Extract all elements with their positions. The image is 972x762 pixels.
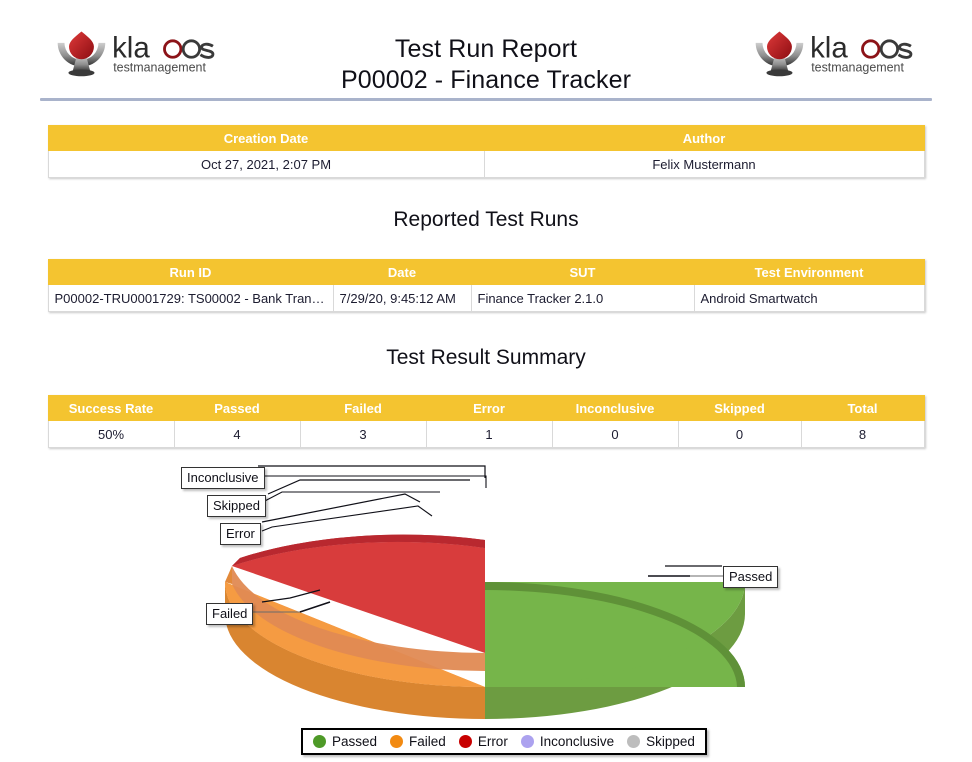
legend-item-inconclusive: Inconclusive — [520, 734, 615, 749]
creation-info-block: Creation Date Author Oct 27, 2021, 2:07 … — [0, 125, 972, 178]
column-header-total: Total — [800, 395, 925, 421]
cell-run-id: P00002-TRU0001729: TS00002 - Bank Transf… — [47, 284, 334, 312]
cell-failed: 3 — [299, 420, 427, 448]
reported-test-runs-table: Run ID Date SUT Test Environment P00002-… — [47, 259, 925, 312]
column-header-test-environment: Test Environment — [693, 259, 925, 285]
pie-chart-svg — [225, 465, 745, 719]
column-header-passed: Passed — [173, 395, 301, 421]
creation-info-table: Creation Date Author Oct 27, 2021, 2:07 … — [47, 125, 925, 178]
table-header-row: Creation Date Author — [47, 125, 925, 151]
table-header-row: Run ID Date SUT Test Environment — [47, 259, 925, 285]
section-title-test-result-summary: Test Result Summary — [386, 346, 586, 369]
header-divider — [40, 98, 932, 101]
callout-inconclusive-label: Inconclusive — [187, 470, 259, 485]
callout-failed-label: Failed — [212, 606, 248, 621]
callout-inconclusive: Inconclusive — [181, 467, 265, 489]
page-title: Test Run Report P00002 - Finance Tracker — [40, 14, 932, 96]
table-row: 50% 4 3 1 0 0 8 — [47, 420, 925, 448]
callout-skipped: Skipped — [207, 495, 266, 517]
column-header-author: Author — [483, 125, 925, 151]
svg-text:kla: kla — [810, 32, 848, 65]
legend-item-passed: Passed — [313, 734, 377, 749]
legend-label-error: Error — [477, 734, 508, 749]
legend-label-failed: Failed — [409, 734, 446, 749]
pie-slice-error-top — [232, 541, 485, 653]
table-header-row: Success Rate Passed Failed Error Inconcl… — [47, 395, 925, 421]
cell-sut: Finance Tracker 2.1.0 — [470, 284, 695, 312]
test-result-summary-block: Success Rate Passed Failed Error Inconcl… — [0, 395, 972, 448]
report-title-line1: Test Run Report — [394, 35, 578, 63]
legend-swatch-passed-icon — [313, 735, 326, 748]
legend-swatch-error-icon — [458, 735, 472, 748]
legend-label-inconclusive: Inconclusive — [539, 734, 615, 749]
cell-error: 1 — [425, 420, 553, 448]
cell-creation-date: Oct 27, 2021, 2:07 PM — [47, 150, 485, 178]
column-header-date: Date — [332, 259, 472, 285]
legend-swatch-skipped-icon — [627, 735, 641, 748]
test-result-pie-chart — [0, 454, 972, 754]
legend-item-error: Error — [458, 734, 508, 749]
svg-text:testmanagement: testmanagement — [113, 61, 206, 75]
callout-skipped-label: Skipped — [213, 498, 260, 513]
chart-legend: Passed Failed Error Inconclusive Skipped — [301, 728, 707, 755]
legend-label-passed: Passed — [332, 734, 378, 749]
cell-total: 8 — [800, 420, 925, 448]
callout-passed-label: Passed — [729, 569, 773, 584]
pie-slice-error-edge — [225, 566, 232, 584]
column-header-sut: SUT — [470, 259, 695, 285]
column-header-success-rate: Success Rate — [47, 395, 175, 421]
column-header-failed: Failed — [299, 395, 427, 421]
cell-test-environment: Android Smartwatch — [693, 284, 925, 312]
klaros-testmanagement-logo-left: kla testmanagement — [52, 28, 222, 82]
column-header-creation-date: Creation Date — [47, 125, 485, 151]
legend-item-skipped: Skipped — [627, 734, 695, 749]
cell-date: 7/29/20, 9:45:12 AM — [332, 284, 472, 312]
legend-swatch-failed-icon — [390, 735, 404, 748]
table-row: Oct 27, 2021, 2:07 PM Felix Mustermann — [47, 150, 925, 178]
report-title-line2: P00002 - Finance Tracker — [340, 66, 632, 94]
cell-author: Felix Mustermann — [483, 150, 925, 178]
pie-slice-error-rim2 — [232, 534, 485, 566]
callout-error-label: Error — [226, 526, 255, 541]
pie-slice-passed-top-c — [485, 582, 745, 687]
callout-error: Error — [220, 523, 261, 545]
svg-text:kla: kla — [112, 32, 150, 65]
cell-success-rate: 50% — [47, 420, 175, 448]
callout-passed: Passed — [723, 566, 779, 588]
reported-test-runs-block: Run ID Date SUT Test Environment P00002-… — [0, 259, 972, 312]
column-header-skipped: Skipped — [677, 395, 802, 421]
callout-failed: Failed — [206, 603, 254, 625]
cell-passed: 4 — [173, 420, 301, 448]
svg-text:testmanagement: testmanagement — [811, 61, 904, 75]
column-header-error: Error — [425, 395, 553, 421]
pie-slice-failed-side — [225, 582, 485, 719]
page-header: kla testmanagement Test Run Report P0000… — [40, 14, 932, 94]
legend-item-failed: Failed — [390, 734, 446, 749]
column-header-inconclusive: Inconclusive — [551, 395, 679, 421]
klaros-testmanagement-logo-right: kla testmanagement — [750, 28, 920, 82]
test-result-summary-table: Success Rate Passed Failed Error Inconcl… — [47, 395, 925, 448]
section-title-reported-test-runs: Reported Test Runs — [393, 208, 579, 231]
cell-inconclusive: 0 — [551, 420, 679, 448]
cell-skipped: 0 — [677, 420, 802, 448]
legend-swatch-inconclusive-icon — [520, 735, 534, 748]
legend-label-skipped: Skipped — [646, 734, 695, 749]
column-header-run-id: Run ID — [47, 259, 334, 285]
pie-slice-error-side — [232, 566, 485, 671]
pie-slice-passed-rim — [485, 582, 745, 687]
table-row: P00002-TRU0001729: TS00002 - Bank Transf… — [47, 284, 925, 312]
